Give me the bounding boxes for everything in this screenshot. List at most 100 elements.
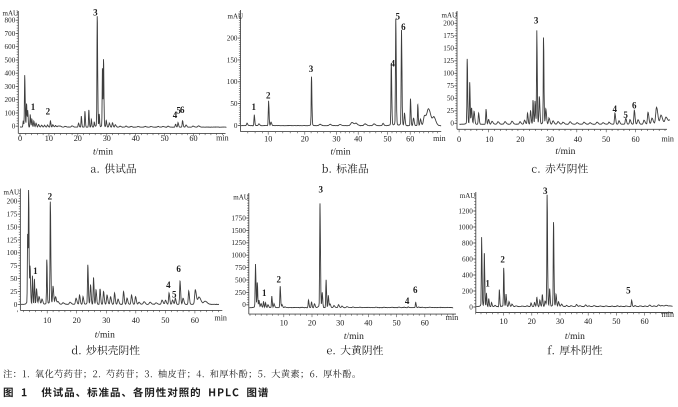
svg-text:5: 5 bbox=[176, 106, 181, 116]
svg-text:20: 20 bbox=[74, 134, 82, 143]
svg-text:min: min bbox=[662, 310, 674, 319]
svg-text:1500: 1500 bbox=[231, 227, 246, 235]
svg-text:6: 6 bbox=[176, 264, 181, 274]
svg-text:700: 700 bbox=[5, 30, 16, 38]
svg-text:1000: 1000 bbox=[231, 252, 246, 260]
svg-text:1: 1 bbox=[262, 288, 267, 298]
svg-text:10: 10 bbox=[43, 316, 51, 325]
svg-text:t/min: t/min bbox=[95, 330, 115, 340]
svg-text:200: 200 bbox=[5, 96, 16, 104]
svg-text:800: 800 bbox=[462, 239, 473, 247]
svg-text:3: 3 bbox=[319, 185, 324, 195]
svg-text:1: 1 bbox=[485, 279, 490, 289]
svg-text:1000: 1000 bbox=[458, 223, 473, 231]
svg-text:25: 25 bbox=[10, 288, 18, 296]
svg-text:min: min bbox=[214, 313, 226, 322]
svg-text:4: 4 bbox=[173, 110, 178, 120]
svg-text:30: 30 bbox=[103, 134, 111, 143]
svg-text:75: 75 bbox=[447, 82, 455, 90]
svg-text:3: 3 bbox=[534, 15, 539, 25]
svg-text:50: 50 bbox=[612, 317, 620, 326]
svg-text:t/min: t/min bbox=[565, 332, 585, 342]
svg-text:40: 40 bbox=[364, 319, 372, 328]
svg-text:50: 50 bbox=[161, 316, 169, 325]
svg-text:2: 2 bbox=[277, 275, 282, 285]
svg-text:30: 30 bbox=[556, 317, 564, 326]
svg-text:1: 1 bbox=[33, 266, 38, 276]
svg-text:6: 6 bbox=[180, 105, 185, 115]
svg-text:30: 30 bbox=[336, 319, 344, 328]
svg-text:25: 25 bbox=[447, 107, 455, 115]
svg-text:3: 3 bbox=[309, 64, 314, 74]
svg-text:200: 200 bbox=[443, 20, 454, 28]
svg-text:600: 600 bbox=[5, 43, 16, 51]
svg-text:0: 0 bbox=[14, 301, 18, 309]
svg-text:50: 50 bbox=[161, 134, 169, 143]
svg-text:40: 40 bbox=[132, 134, 140, 143]
svg-text:50: 50 bbox=[447, 95, 455, 103]
svg-text:750: 750 bbox=[235, 264, 246, 272]
svg-text:6: 6 bbox=[632, 101, 637, 111]
svg-text:150: 150 bbox=[7, 223, 18, 231]
svg-text:600: 600 bbox=[462, 255, 473, 263]
svg-text:mAU: mAU bbox=[460, 192, 476, 200]
svg-text:800: 800 bbox=[5, 17, 16, 25]
svg-text:1250: 1250 bbox=[231, 239, 246, 247]
svg-text:t/min: t/min bbox=[555, 147, 575, 157]
svg-text:400: 400 bbox=[5, 70, 16, 78]
svg-text:mAU: mAU bbox=[442, 11, 458, 19]
svg-text:0: 0 bbox=[242, 301, 246, 309]
svg-text:5: 5 bbox=[623, 110, 628, 120]
svg-text:40: 40 bbox=[574, 135, 582, 144]
svg-text:2: 2 bbox=[500, 254, 505, 264]
svg-text:10: 10 bbox=[280, 319, 288, 328]
svg-text:20: 20 bbox=[301, 134, 309, 143]
svg-text:150: 150 bbox=[227, 56, 238, 64]
svg-text:40: 40 bbox=[584, 317, 592, 326]
svg-text:40: 40 bbox=[132, 316, 140, 325]
svg-text:50: 50 bbox=[230, 100, 238, 108]
svg-text:200: 200 bbox=[227, 35, 238, 43]
svg-text:1: 1 bbox=[251, 102, 256, 112]
svg-text:10: 10 bbox=[500, 317, 508, 326]
svg-text:125: 125 bbox=[443, 57, 454, 65]
svg-text:75: 75 bbox=[10, 262, 18, 270]
svg-text:200: 200 bbox=[462, 287, 473, 295]
svg-text:50: 50 bbox=[10, 275, 18, 283]
svg-text:4: 4 bbox=[405, 296, 410, 306]
svg-text:0: 0 bbox=[457, 135, 461, 144]
svg-text:min: min bbox=[216, 134, 228, 143]
svg-text:60: 60 bbox=[632, 135, 640, 144]
svg-text:10: 10 bbox=[485, 135, 493, 144]
svg-text:4: 4 bbox=[390, 58, 395, 68]
svg-text:1750: 1750 bbox=[231, 214, 246, 222]
svg-text:100: 100 bbox=[7, 249, 18, 257]
svg-text:4: 4 bbox=[613, 104, 618, 114]
svg-text:t/min: t/min bbox=[330, 147, 350, 157]
svg-text:mAU: mAU bbox=[233, 193, 249, 201]
svg-text:0: 0 bbox=[234, 122, 238, 130]
svg-text:125: 125 bbox=[7, 236, 18, 244]
svg-text:10: 10 bbox=[264, 134, 272, 143]
svg-text:250: 250 bbox=[235, 289, 246, 297]
svg-text:5: 5 bbox=[396, 12, 401, 22]
svg-text:30: 30 bbox=[546, 135, 554, 144]
svg-text:0: 0 bbox=[450, 120, 454, 128]
svg-text:1200: 1200 bbox=[458, 207, 473, 215]
svg-text:3: 3 bbox=[93, 7, 98, 17]
svg-text:2: 2 bbox=[266, 91, 271, 101]
svg-text:5: 5 bbox=[172, 290, 177, 300]
svg-text:6: 6 bbox=[401, 22, 406, 32]
svg-text:min: min bbox=[446, 313, 458, 322]
svg-text:t/min: t/min bbox=[344, 332, 364, 342]
svg-text:500: 500 bbox=[5, 56, 16, 64]
svg-text:mAU: mAU bbox=[4, 189, 20, 197]
svg-text:50: 50 bbox=[383, 134, 391, 143]
svg-text:2: 2 bbox=[46, 106, 51, 116]
svg-text:60: 60 bbox=[406, 134, 414, 143]
svg-text:t/min: t/min bbox=[93, 147, 113, 157]
svg-text:0: 0 bbox=[18, 134, 22, 143]
svg-text:50: 50 bbox=[393, 319, 401, 328]
svg-text:200: 200 bbox=[7, 198, 18, 206]
svg-text:60: 60 bbox=[641, 317, 649, 326]
